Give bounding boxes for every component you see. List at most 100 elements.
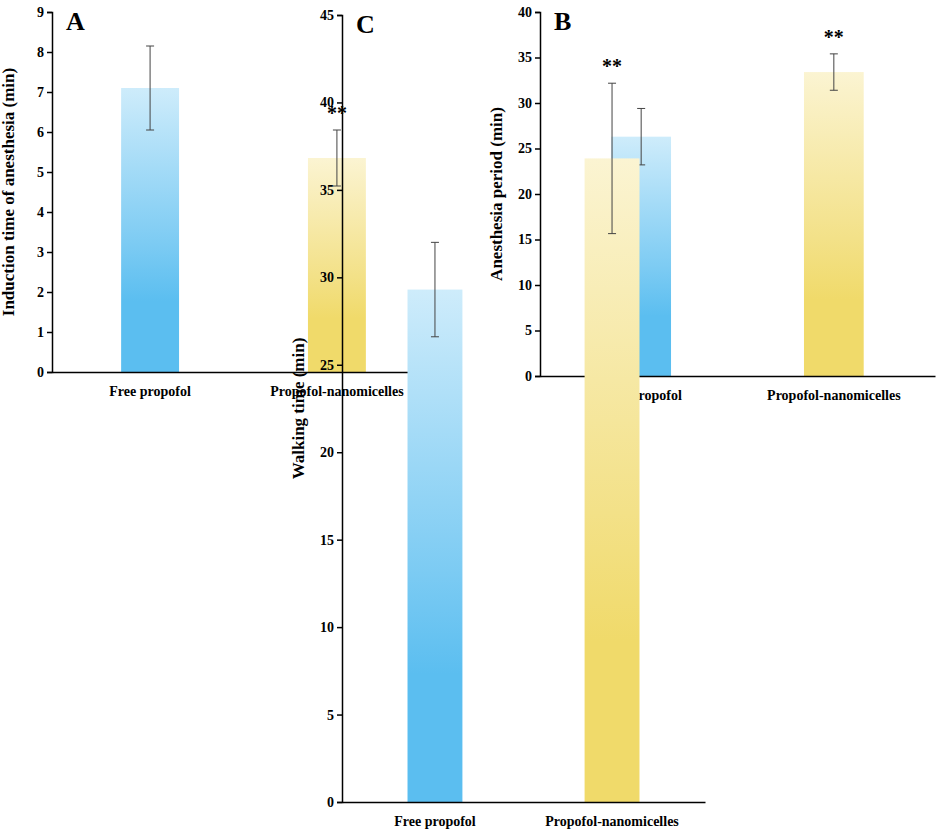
y-axis: 0123456789 bbox=[37, 5, 53, 380]
y-tick-mark bbox=[47, 372, 52, 374]
y-tick-mark bbox=[47, 212, 52, 214]
y-axis-line bbox=[47, 13, 53, 373]
y-tick-mark bbox=[47, 132, 52, 134]
panel: **0123456789Free propofolPropofol-nanomi… bbox=[0, 5, 436, 399]
y-tick-label: 1 bbox=[37, 325, 44, 340]
y-tick-mark bbox=[337, 802, 342, 804]
x-tick: Free propofol bbox=[394, 802, 476, 829]
y-tick-label: 45 bbox=[320, 8, 334, 23]
error-bar bbox=[608, 83, 616, 233]
y-tick-label: 40 bbox=[320, 95, 334, 110]
y-tick-label: 9 bbox=[37, 5, 44, 20]
x-axis: Free propofol Propofol-nanomicelles bbox=[343, 802, 706, 829]
bar bbox=[585, 158, 640, 802]
y-tick: 30 bbox=[518, 96, 540, 111]
y-tick-label: 5 bbox=[37, 165, 44, 180]
y-tick-label: 30 bbox=[518, 96, 532, 111]
y-tick: 2 bbox=[37, 285, 52, 300]
y-tick-mark bbox=[535, 12, 540, 14]
significance: ** bbox=[824, 26, 844, 48]
x-tick: Propofol-nanomicelles bbox=[545, 802, 679, 829]
y-tick-mark bbox=[337, 190, 342, 192]
error-bar bbox=[333, 130, 341, 186]
bar bbox=[408, 290, 463, 802]
y-tick: 25 bbox=[320, 358, 342, 373]
y-tick-label: 25 bbox=[518, 141, 532, 156]
y-tick-mark bbox=[337, 714, 342, 716]
plot-area bbox=[121, 46, 366, 372]
y-axis-line bbox=[337, 16, 343, 803]
y-tick-mark bbox=[337, 102, 342, 104]
y-tick-mark bbox=[47, 332, 52, 334]
panel-label: A bbox=[66, 7, 85, 36]
y-tick-mark bbox=[535, 57, 540, 59]
x-tick-label: Free propofol bbox=[109, 384, 191, 399]
y-tick-mark bbox=[47, 292, 52, 294]
y-tick: 20 bbox=[320, 445, 342, 460]
y-tick: 25 bbox=[518, 141, 540, 156]
y-tick: 0 bbox=[327, 795, 342, 810]
x-axis: Free propofolPropofol-nanomicelles bbox=[53, 372, 436, 399]
y-tick-label: 30 bbox=[320, 270, 334, 285]
y-tick-mark bbox=[47, 252, 52, 254]
y-tick: 6 bbox=[37, 125, 52, 140]
y-tick-label: 15 bbox=[518, 232, 532, 247]
error-bar bbox=[830, 54, 838, 90]
y-tick-mark bbox=[337, 15, 342, 17]
y-tick: 5 bbox=[525, 323, 540, 338]
y-tick-mark bbox=[47, 172, 52, 174]
y-tick-mark bbox=[337, 452, 342, 454]
y-tick: 7 bbox=[37, 85, 52, 100]
y-tick-label: 35 bbox=[320, 183, 334, 198]
y-axis-title: Anesthesia period (min) bbox=[487, 107, 506, 281]
y-axis-title: Walking time (min) bbox=[289, 338, 308, 480]
y-tick-label: 3 bbox=[37, 245, 44, 260]
x-tick-label: Free propofol bbox=[394, 814, 476, 829]
x-tick-label: Propofol-nanomicelles bbox=[767, 388, 901, 403]
y-tick-mark bbox=[535, 285, 540, 287]
y-tick-mark bbox=[47, 52, 52, 54]
y-tick-mark bbox=[337, 539, 342, 541]
y-tick-label: 40 bbox=[518, 5, 532, 20]
y-tick: 0 bbox=[525, 369, 540, 384]
y-tick-mark bbox=[535, 376, 540, 378]
x-tick-label: Propofol-nanomicelles bbox=[545, 814, 679, 829]
y-tick: 40 bbox=[518, 5, 540, 20]
y-tick: 10 bbox=[320, 620, 342, 635]
y-tick-label: 5 bbox=[327, 708, 334, 723]
y-tick-label: 8 bbox=[37, 45, 44, 60]
y-tick: 9 bbox=[37, 5, 52, 20]
y-tick-label: 0 bbox=[525, 369, 532, 384]
x-axis-line bbox=[343, 802, 706, 804]
panel-label: C bbox=[356, 10, 375, 39]
y-tick-label: 0 bbox=[327, 795, 334, 810]
y-tick: 20 bbox=[518, 187, 540, 202]
y-tick-mark bbox=[337, 365, 342, 367]
y-axis: 0 5 10 15 20 25 30 35 40 bbox=[518, 5, 541, 384]
y-tick-mark bbox=[535, 148, 540, 150]
plot-area bbox=[611, 54, 863, 376]
y-axis-title: Induction time of anesthesia (min) bbox=[0, 68, 18, 316]
panel-label: B bbox=[554, 7, 571, 36]
error-bar-line bbox=[637, 108, 645, 164]
y-tick: 3 bbox=[37, 245, 52, 260]
y-tick: 35 bbox=[518, 50, 540, 65]
y-axis: 0 5 10 15 20 25 30 35 40 45 bbox=[320, 8, 343, 810]
bar bbox=[121, 88, 179, 372]
error-bar-line bbox=[608, 83, 616, 233]
y-tick-mark bbox=[337, 627, 342, 629]
bar bbox=[308, 158, 366, 372]
panel: **051015202530354045Free propofolPropofo… bbox=[289, 8, 706, 829]
x-tick: Free propofol bbox=[109, 372, 191, 399]
bar bbox=[804, 72, 864, 376]
y-tick-label: 5 bbox=[525, 323, 532, 338]
y-tick-label: 2 bbox=[37, 285, 44, 300]
error-bar bbox=[431, 242, 439, 336]
y-tick-label: 15 bbox=[320, 533, 334, 548]
panel: **0510152025303540Free propofolPropofol-… bbox=[487, 5, 936, 403]
y-tick-mark bbox=[535, 330, 540, 332]
x-axis-line bbox=[53, 372, 436, 374]
y-tick-mark bbox=[535, 103, 540, 105]
y-tick: 10 bbox=[518, 278, 540, 293]
y-tick-mark bbox=[535, 239, 540, 241]
